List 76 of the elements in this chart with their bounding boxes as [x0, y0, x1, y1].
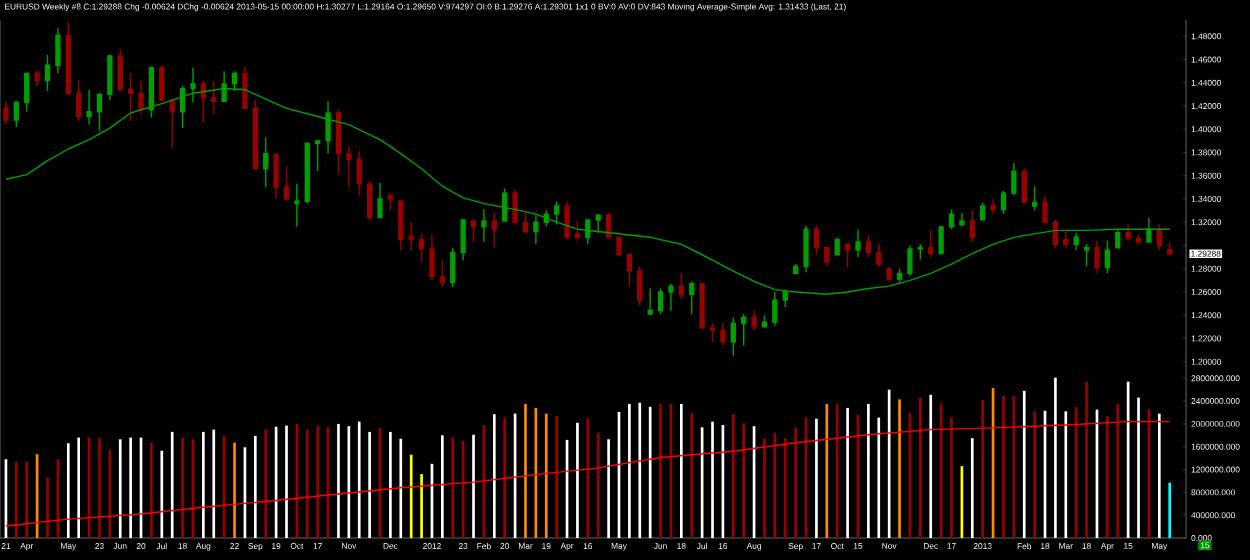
candlestick	[315, 140, 321, 172]
candlestick	[668, 283, 674, 312]
candlestick	[720, 322, 726, 347]
candlestick	[980, 201, 986, 221]
candlestick	[626, 254, 633, 287]
candlestick	[595, 213, 601, 234]
candlestick	[325, 100, 331, 155]
candlestick	[169, 99, 175, 149]
candlestick	[34, 69, 40, 87]
candlestick	[429, 234, 435, 282]
candlestick	[1011, 162, 1017, 197]
candlestick	[356, 150, 362, 197]
candlestick	[273, 154, 279, 200]
candlestick	[263, 136, 269, 189]
candlestick	[1073, 231, 1079, 251]
candlestick	[616, 236, 622, 256]
candlestick	[3, 100, 9, 126]
line-series	[5, 420, 1171, 527]
candlestick	[917, 243, 923, 261]
candlestick	[907, 244, 913, 277]
candlestick	[1125, 223, 1131, 242]
candlestick	[1135, 233, 1142, 245]
candlestick	[200, 79, 206, 123]
candlestick	[44, 54, 51, 92]
candlestick	[242, 65, 248, 110]
candlestick	[1042, 194, 1048, 226]
candlestick	[865, 234, 872, 258]
candlestick	[938, 225, 944, 255]
candlestick	[647, 287, 653, 316]
candlestick	[709, 322, 716, 343]
candlestick	[211, 80, 217, 115]
candlestick	[491, 212, 497, 249]
candlestick	[959, 212, 965, 228]
candlestick	[481, 208, 487, 243]
candlestick	[387, 192, 394, 212]
candlestick	[55, 27, 61, 75]
candlestick	[418, 233, 425, 263]
candlestick	[689, 280, 695, 315]
candlestick	[761, 314, 768, 328]
candlestick	[533, 214, 539, 245]
candlestick	[1094, 240, 1100, 275]
candlestick	[439, 258, 445, 288]
candlestick	[512, 188, 518, 226]
candlestick	[969, 209, 975, 243]
candlestick	[928, 229, 934, 258]
candlestick	[990, 198, 996, 215]
candlestick	[470, 220, 477, 243]
candlestick	[844, 243, 851, 269]
candlestick	[730, 316, 736, 357]
candlestick	[1083, 243, 1090, 268]
candlestick	[1063, 229, 1069, 249]
candlestick	[294, 183, 300, 228]
candlestick	[86, 89, 92, 126]
candlestick	[855, 228, 861, 258]
candlestick	[554, 200, 560, 226]
candlestick	[346, 145, 352, 189]
candlestick	[138, 79, 144, 115]
candlestick	[876, 242, 882, 268]
candlestick	[824, 247, 830, 268]
candlestick	[128, 72, 134, 122]
candlestick	[751, 309, 757, 331]
candlestick	[741, 313, 747, 347]
candlestick	[564, 200, 570, 241]
candlestick	[948, 208, 955, 230]
candlestick	[678, 272, 684, 300]
candlestick	[283, 165, 290, 202]
candlestick	[96, 92, 103, 133]
candlestick	[460, 218, 466, 262]
candlestick	[1032, 185, 1038, 212]
candlestick	[1146, 216, 1152, 243]
candlestick	[699, 281, 705, 329]
candlestick	[377, 182, 383, 219]
candlestick	[1104, 240, 1110, 275]
candlestick	[408, 221, 414, 251]
candlestick	[803, 225, 809, 273]
candlestick	[574, 220, 581, 242]
